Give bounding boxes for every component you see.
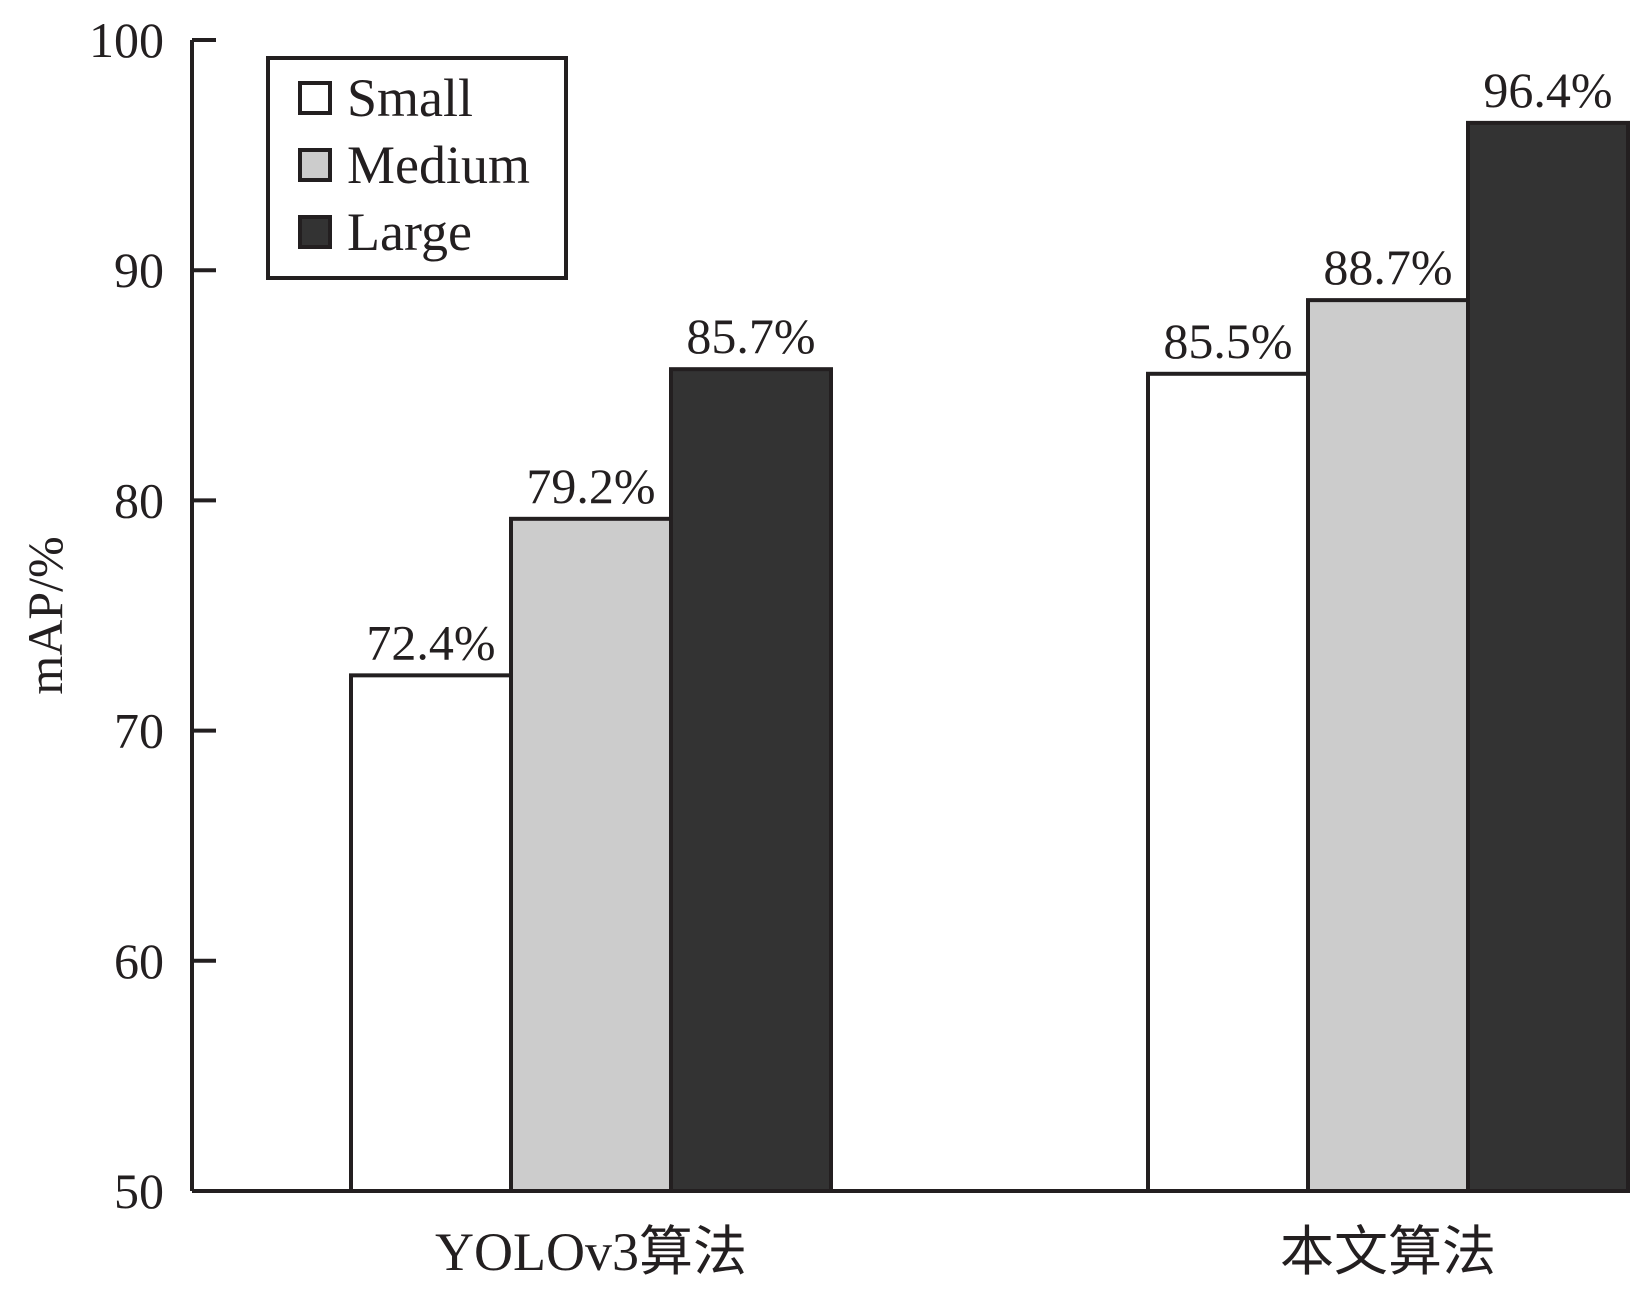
legend-swatch-small <box>298 81 332 115</box>
y-tick-label-80: 80 <box>114 472 164 528</box>
bar-large-0 <box>669 367 833 1194</box>
value-label-small-0: 72.4% <box>366 614 495 670</box>
y-tick-label-100: 100 <box>89 12 164 68</box>
y-tick-label-90: 90 <box>114 242 164 298</box>
value-label-medium-0: 79.2% <box>526 458 655 514</box>
y-tick-label-60: 60 <box>114 933 164 989</box>
value-labels-layer: 72.4% 79.2% 85.7% 85.5% 88.7% 96.4% <box>366 62 1612 670</box>
legend-label-medium: Medium <box>347 135 530 195</box>
legend-swatch-large <box>298 215 332 249</box>
bars-layer <box>349 120 1630 1194</box>
value-label-small-1: 85.5% <box>1163 313 1292 369</box>
y-axis-title: mAP/% <box>17 536 73 694</box>
bar-small-0 <box>349 673 513 1193</box>
bar-large-1 <box>1466 120 1630 1194</box>
value-label-large-1: 96.4% <box>1483 62 1612 118</box>
bar-medium-1 <box>1306 298 1470 1194</box>
x-category-label-1: 本文算法 <box>1280 1222 1496 1282</box>
y-tick-label-70: 70 <box>114 703 164 759</box>
y-tick-label-50: 50 <box>114 1163 164 1219</box>
legend-swatch-medium <box>298 148 332 182</box>
legend: Small Medium Large <box>266 56 568 280</box>
axes-layer: 50 60 70 80 90 100 YOLOv3算法 本文算法 mAP/% <box>17 12 1630 1282</box>
legend-label-large: Large <box>347 202 472 262</box>
legend-label-small: Small <box>347 68 473 128</box>
bar-small-1 <box>1146 371 1310 1194</box>
bar-medium-0 <box>509 516 673 1193</box>
x-category-label-0: YOLOv3算法 <box>435 1222 747 1282</box>
value-label-large-0: 85.7% <box>686 308 815 364</box>
value-label-medium-1: 88.7% <box>1323 239 1452 295</box>
